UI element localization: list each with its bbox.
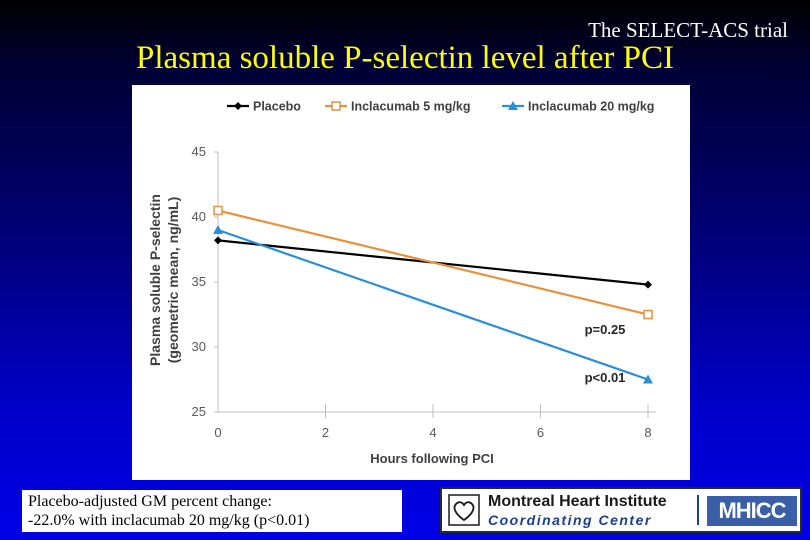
y-axis-ticks: 25 30 35 40 45	[192, 144, 218, 419]
legend-marker-2	[508, 101, 518, 110]
series-0-point-0	[214, 236, 222, 245]
legend-marker-0	[234, 102, 242, 110]
y-axis-label-line1: Plasma soluble P-selectin	[147, 194, 163, 366]
trial-name: The SELECT-ACS trial	[588, 18, 788, 42]
y-axis-label: Plasma soluble P-selectin (geometric mea…	[147, 194, 181, 366]
series-line-1	[217, 209, 649, 316]
y-tick-label: 30	[192, 339, 206, 354]
x-tick-label: 8	[644, 425, 651, 440]
y-tick-label: 35	[192, 274, 206, 289]
legend-label-2: Inclacumab 20 mg/kg	[528, 100, 654, 114]
chart-panel: Placebo Inclacumab 5 mg/kg Inclacumab 20 m…	[132, 85, 690, 480]
logo-divider	[697, 495, 699, 525]
y-tick-label: 45	[192, 144, 206, 159]
series-lines	[217, 209, 649, 381]
heart-icon	[448, 494, 480, 526]
line-chart: Placebo Inclacumab 5 mg/kg Inclacumab 20 m…	[147, 100, 656, 466]
institute-logo: Montreal Heart Institute Coordinating Ce…	[440, 487, 802, 533]
y-tick-label: 40	[192, 209, 206, 224]
y-axis-label-line2: (geometric mean, ng/mL)	[165, 197, 181, 363]
x-axis-ticks: 0 2 4 6 8	[214, 425, 651, 440]
logo-badge: MHICC	[707, 496, 797, 526]
legend-label-1: Inclacumab 5 mg/kg	[351, 100, 470, 114]
series-1-point-1	[643, 309, 653, 320]
footnote-line1: Placebo-adjusted GM percent change:	[28, 493, 272, 510]
series-markers	[213, 205, 653, 384]
x-tick-label: 6	[537, 425, 544, 440]
series-2-point-0	[213, 225, 223, 234]
series-1-point-0	[213, 205, 223, 216]
legend-label-0: Placebo	[253, 100, 301, 114]
footnote-line2: -22.0% with inclacumab 20 mg/kg (p<0.01)	[28, 512, 310, 529]
p-value-annotation-0: p=0.25	[585, 322, 626, 337]
logo-center-name: Coordinating Center	[488, 512, 652, 528]
p-value-annotation-1: p<0.01	[585, 370, 626, 385]
slide-title: Plasma soluble P-selectin level after PC…	[136, 40, 674, 76]
series-2-point-1	[643, 374, 653, 384]
x-tick-label: 0	[214, 425, 221, 440]
legend-marker-1	[331, 101, 341, 111]
logo-institute-name: Montreal Heart Institute	[488, 493, 667, 510]
legend: Placebo Inclacumab 5 mg/kg Inclacumab 20 m…	[227, 100, 654, 114]
x-tick-label: 2	[322, 425, 329, 440]
footnote: Placebo-adjusted GM percent change: -22.…	[22, 490, 402, 532]
series-line-2	[217, 228, 649, 381]
series-0-point-1	[644, 280, 652, 289]
y-tick-label: 25	[192, 404, 206, 419]
x-tick-label: 4	[429, 425, 436, 440]
x-axis-label: Hours following PCI	[370, 451, 494, 466]
annotations: p=0.25 p<0.01	[585, 322, 626, 385]
